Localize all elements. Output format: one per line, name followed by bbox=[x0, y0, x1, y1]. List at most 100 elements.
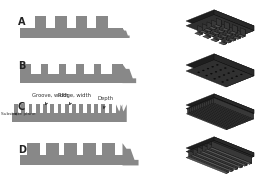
Polygon shape bbox=[245, 159, 247, 166]
Bar bbox=[51, 104, 54, 113]
Polygon shape bbox=[120, 104, 127, 122]
Polygon shape bbox=[202, 107, 243, 123]
Bar bbox=[76, 16, 87, 28]
Polygon shape bbox=[123, 143, 139, 165]
Polygon shape bbox=[216, 18, 221, 27]
Polygon shape bbox=[242, 118, 243, 123]
Polygon shape bbox=[186, 137, 254, 164]
Ellipse shape bbox=[202, 70, 204, 71]
Polygon shape bbox=[238, 32, 241, 39]
Polygon shape bbox=[230, 122, 231, 128]
Polygon shape bbox=[213, 103, 253, 119]
Polygon shape bbox=[214, 22, 217, 30]
Polygon shape bbox=[207, 22, 212, 30]
Ellipse shape bbox=[240, 74, 242, 75]
Polygon shape bbox=[186, 157, 229, 174]
Polygon shape bbox=[219, 42, 227, 45]
Text: Ridge, width: Ridge, width bbox=[57, 93, 91, 105]
Polygon shape bbox=[226, 153, 254, 168]
Bar bbox=[21, 104, 25, 113]
Bar bbox=[66, 63, 76, 74]
Polygon shape bbox=[186, 60, 254, 87]
Bar bbox=[97, 16, 108, 28]
Polygon shape bbox=[240, 119, 242, 124]
Ellipse shape bbox=[236, 76, 238, 77]
Polygon shape bbox=[197, 104, 237, 125]
Polygon shape bbox=[218, 30, 223, 39]
Ellipse shape bbox=[226, 80, 228, 81]
Polygon shape bbox=[194, 110, 235, 127]
Ellipse shape bbox=[210, 73, 212, 74]
Polygon shape bbox=[205, 106, 245, 123]
Ellipse shape bbox=[206, 75, 208, 76]
Polygon shape bbox=[225, 30, 228, 38]
Ellipse shape bbox=[214, 78, 216, 79]
Polygon shape bbox=[226, 33, 231, 42]
Polygon shape bbox=[123, 64, 136, 83]
Polygon shape bbox=[116, 104, 122, 122]
Polygon shape bbox=[186, 94, 254, 121]
Polygon shape bbox=[246, 116, 247, 122]
Polygon shape bbox=[203, 102, 243, 123]
Polygon shape bbox=[189, 107, 229, 129]
Polygon shape bbox=[223, 40, 231, 43]
Polygon shape bbox=[226, 110, 254, 125]
Text: A: A bbox=[18, 17, 25, 27]
Ellipse shape bbox=[228, 73, 230, 74]
Polygon shape bbox=[193, 149, 233, 171]
Polygon shape bbox=[198, 147, 238, 169]
Polygon shape bbox=[202, 24, 207, 32]
Polygon shape bbox=[205, 101, 245, 122]
Polygon shape bbox=[209, 99, 250, 121]
Polygon shape bbox=[198, 109, 239, 125]
Ellipse shape bbox=[231, 78, 233, 79]
Polygon shape bbox=[216, 34, 219, 42]
Polygon shape bbox=[214, 54, 254, 76]
Polygon shape bbox=[230, 28, 233, 36]
Polygon shape bbox=[228, 35, 231, 43]
Polygon shape bbox=[224, 37, 227, 45]
Bar bbox=[27, 143, 40, 155]
Bar bbox=[29, 104, 32, 113]
Polygon shape bbox=[203, 145, 242, 167]
Ellipse shape bbox=[198, 72, 200, 73]
Bar bbox=[20, 64, 123, 83]
Bar bbox=[58, 104, 62, 113]
Polygon shape bbox=[233, 36, 241, 39]
Polygon shape bbox=[201, 102, 242, 124]
Polygon shape bbox=[187, 108, 227, 129]
Polygon shape bbox=[208, 105, 250, 121]
Polygon shape bbox=[186, 113, 227, 130]
Ellipse shape bbox=[207, 68, 209, 69]
Bar bbox=[64, 143, 77, 155]
Polygon shape bbox=[186, 54, 254, 81]
Polygon shape bbox=[195, 105, 235, 126]
Polygon shape bbox=[189, 151, 229, 173]
Polygon shape bbox=[248, 115, 250, 121]
Bar bbox=[94, 104, 98, 113]
Text: Groove, width: Groove, width bbox=[32, 93, 68, 105]
Ellipse shape bbox=[232, 71, 234, 72]
Polygon shape bbox=[222, 25, 225, 33]
Bar bbox=[79, 104, 83, 113]
Ellipse shape bbox=[218, 76, 220, 77]
Polygon shape bbox=[212, 32, 220, 35]
Polygon shape bbox=[220, 23, 225, 32]
Bar bbox=[83, 143, 96, 155]
Polygon shape bbox=[206, 29, 211, 37]
Bar bbox=[43, 104, 47, 113]
Polygon shape bbox=[215, 25, 220, 34]
Polygon shape bbox=[249, 157, 252, 164]
Bar bbox=[72, 104, 76, 113]
Polygon shape bbox=[222, 35, 227, 44]
Polygon shape bbox=[226, 23, 229, 31]
Polygon shape bbox=[215, 37, 223, 40]
Polygon shape bbox=[213, 25, 221, 28]
Polygon shape bbox=[240, 161, 242, 168]
Polygon shape bbox=[209, 27, 217, 30]
Polygon shape bbox=[212, 141, 252, 163]
Polygon shape bbox=[234, 26, 237, 34]
Polygon shape bbox=[189, 113, 229, 129]
Polygon shape bbox=[186, 15, 254, 42]
Text: B: B bbox=[18, 61, 25, 71]
